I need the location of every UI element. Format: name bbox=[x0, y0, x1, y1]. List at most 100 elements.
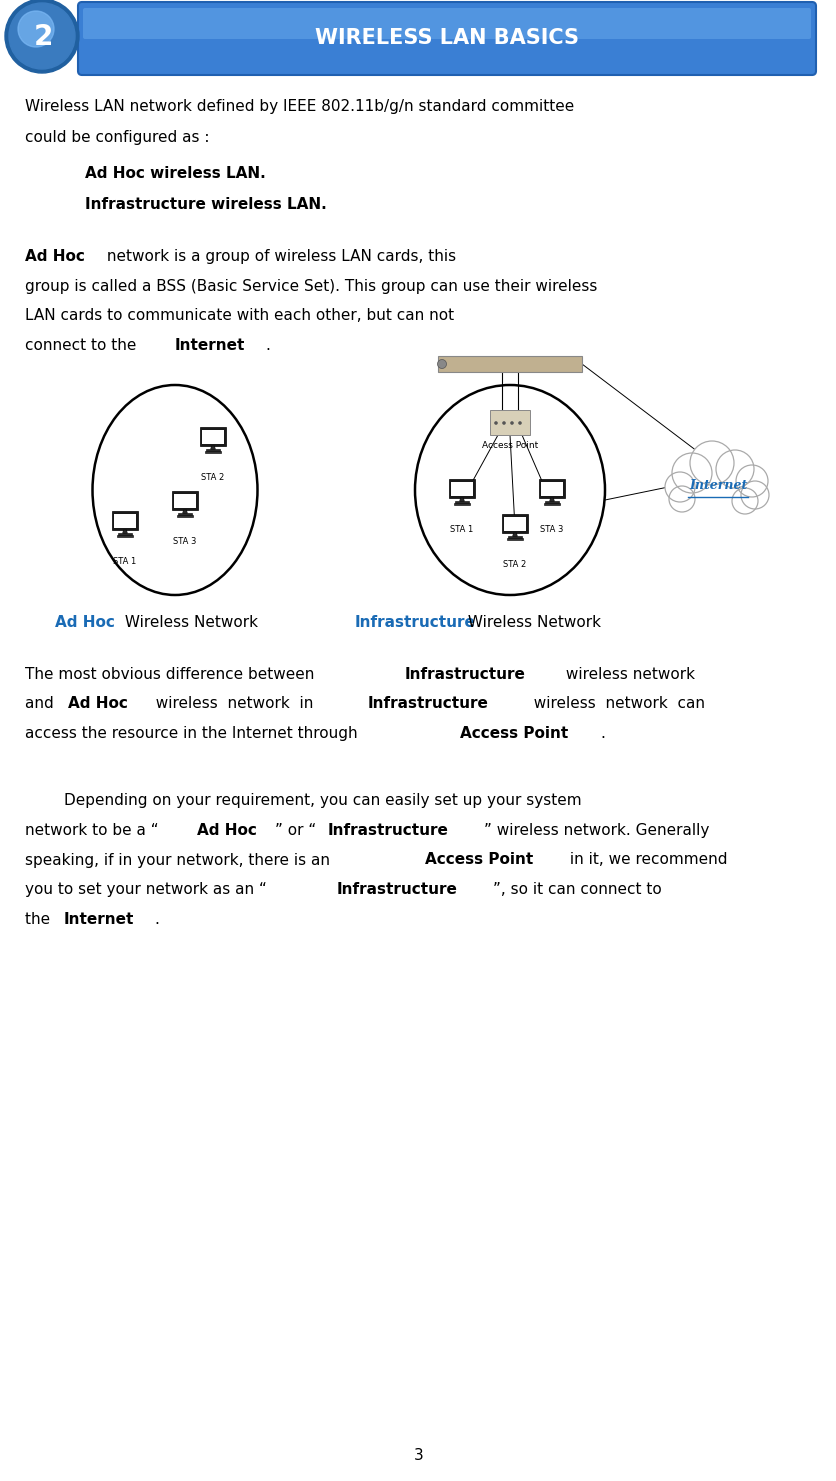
Text: Wireless Network: Wireless Network bbox=[120, 615, 257, 629]
Text: Ad Hoc: Ad Hoc bbox=[25, 249, 84, 264]
Text: Ad Hoc wireless LAN.: Ad Hoc wireless LAN. bbox=[85, 166, 266, 181]
Ellipse shape bbox=[93, 385, 257, 595]
Circle shape bbox=[689, 441, 733, 484]
FancyBboxPatch shape bbox=[205, 452, 221, 453]
Text: STA 1: STA 1 bbox=[113, 557, 136, 566]
Circle shape bbox=[735, 465, 767, 498]
Circle shape bbox=[9, 3, 75, 70]
Text: 2: 2 bbox=[33, 24, 53, 50]
FancyBboxPatch shape bbox=[174, 493, 196, 508]
Text: Infrastructure: Infrastructure bbox=[354, 615, 476, 629]
Text: wireless network: wireless network bbox=[560, 666, 694, 681]
Text: Access Point: Access Point bbox=[460, 726, 568, 740]
Text: network is a group of wireless LAN cards, this: network is a group of wireless LAN cards… bbox=[102, 249, 456, 264]
Circle shape bbox=[493, 421, 497, 425]
FancyBboxPatch shape bbox=[454, 504, 469, 505]
Text: STA 3: STA 3 bbox=[540, 524, 563, 535]
FancyBboxPatch shape bbox=[451, 481, 472, 496]
Circle shape bbox=[517, 421, 521, 425]
Text: Internet: Internet bbox=[64, 911, 134, 927]
Circle shape bbox=[18, 10, 54, 47]
Text: STA 1: STA 1 bbox=[450, 524, 473, 535]
Text: STA 3: STA 3 bbox=[173, 538, 196, 546]
Text: The most obvious difference between: The most obvious difference between bbox=[25, 666, 319, 681]
FancyBboxPatch shape bbox=[454, 501, 469, 504]
Text: Ad Hoc: Ad Hoc bbox=[69, 696, 128, 711]
FancyBboxPatch shape bbox=[543, 504, 559, 505]
Text: connect to the: connect to the bbox=[25, 338, 141, 352]
Text: network to be a “: network to be a “ bbox=[25, 823, 159, 838]
Circle shape bbox=[668, 486, 694, 512]
Polygon shape bbox=[512, 533, 517, 536]
Circle shape bbox=[502, 421, 505, 425]
Text: Infrastructure: Infrastructure bbox=[404, 666, 525, 681]
Text: Internet: Internet bbox=[175, 338, 245, 352]
Text: ” or “: ” or “ bbox=[274, 823, 315, 838]
Circle shape bbox=[437, 360, 446, 369]
Ellipse shape bbox=[415, 385, 604, 595]
Text: Ad Hoc: Ad Hoc bbox=[55, 615, 115, 629]
Circle shape bbox=[740, 481, 768, 509]
Polygon shape bbox=[211, 446, 215, 449]
Circle shape bbox=[732, 489, 757, 514]
FancyBboxPatch shape bbox=[437, 355, 581, 372]
FancyBboxPatch shape bbox=[171, 490, 198, 509]
Text: .: . bbox=[266, 338, 270, 352]
FancyBboxPatch shape bbox=[538, 478, 564, 498]
FancyBboxPatch shape bbox=[448, 478, 475, 498]
Circle shape bbox=[510, 421, 513, 425]
FancyBboxPatch shape bbox=[202, 429, 223, 444]
Text: access the resource in the Internet through: access the resource in the Internet thro… bbox=[25, 726, 362, 740]
Text: could be configured as :: could be configured as : bbox=[25, 130, 209, 145]
Text: Wireless Network: Wireless Network bbox=[462, 615, 600, 629]
Text: Depending on your requirement, you can easily set up your system: Depending on your requirement, you can e… bbox=[25, 794, 581, 809]
Text: Ad Hoc: Ad Hoc bbox=[197, 823, 257, 838]
Circle shape bbox=[671, 453, 711, 493]
Text: Infrastructure: Infrastructure bbox=[328, 823, 448, 838]
Polygon shape bbox=[459, 498, 464, 501]
FancyBboxPatch shape bbox=[117, 535, 133, 538]
FancyBboxPatch shape bbox=[112, 511, 138, 530]
FancyBboxPatch shape bbox=[504, 517, 525, 532]
FancyBboxPatch shape bbox=[83, 7, 810, 39]
Circle shape bbox=[5, 0, 79, 73]
FancyBboxPatch shape bbox=[200, 427, 226, 446]
Text: in it, we recommend: in it, we recommend bbox=[563, 853, 726, 868]
Text: STA 2: STA 2 bbox=[502, 560, 526, 569]
FancyBboxPatch shape bbox=[177, 514, 192, 515]
FancyBboxPatch shape bbox=[507, 538, 522, 541]
Text: ”, so it can connect to: ”, so it can connect to bbox=[492, 883, 661, 897]
Circle shape bbox=[681, 447, 753, 518]
FancyBboxPatch shape bbox=[544, 501, 558, 504]
Text: Wireless LAN network defined by IEEE 802.11b/g/n standard committee: Wireless LAN network defined by IEEE 802… bbox=[25, 99, 573, 114]
Text: the: the bbox=[25, 911, 55, 927]
Text: Infrastructure wireless LAN.: Infrastructure wireless LAN. bbox=[85, 197, 326, 212]
Polygon shape bbox=[123, 530, 127, 533]
Text: speaking, if in your network, there is an: speaking, if in your network, there is a… bbox=[25, 853, 334, 868]
Text: Access Point: Access Point bbox=[482, 441, 538, 450]
FancyBboxPatch shape bbox=[206, 449, 220, 450]
FancyBboxPatch shape bbox=[541, 481, 562, 496]
Text: STA 2: STA 2 bbox=[201, 472, 224, 481]
Text: group is called a BSS (Basic Service Set). This group can use their wireless: group is called a BSS (Basic Service Set… bbox=[25, 278, 597, 293]
Text: you to set your network as an “: you to set your network as an “ bbox=[25, 883, 267, 897]
Text: .: . bbox=[599, 726, 604, 740]
FancyBboxPatch shape bbox=[177, 515, 192, 517]
Text: .: . bbox=[155, 911, 159, 927]
FancyBboxPatch shape bbox=[115, 514, 135, 529]
FancyBboxPatch shape bbox=[489, 410, 529, 435]
Circle shape bbox=[665, 472, 694, 502]
Polygon shape bbox=[549, 498, 553, 501]
FancyBboxPatch shape bbox=[507, 536, 522, 538]
Polygon shape bbox=[182, 509, 187, 514]
Text: WIRELESS LAN BASICS: WIRELESS LAN BASICS bbox=[314, 28, 579, 47]
Text: wireless  network  in: wireless network in bbox=[145, 696, 318, 711]
Text: ” wireless network. Generally: ” wireless network. Generally bbox=[483, 823, 708, 838]
Text: Internet: Internet bbox=[688, 478, 747, 492]
Text: Infrastructure: Infrastructure bbox=[337, 883, 457, 897]
Circle shape bbox=[715, 450, 753, 489]
Text: wireless  network  can: wireless network can bbox=[523, 696, 704, 711]
Text: LAN cards to communicate with each other, but can not: LAN cards to communicate with each other… bbox=[25, 308, 454, 323]
Text: Infrastructure: Infrastructure bbox=[368, 696, 488, 711]
Text: 3: 3 bbox=[413, 1448, 423, 1463]
